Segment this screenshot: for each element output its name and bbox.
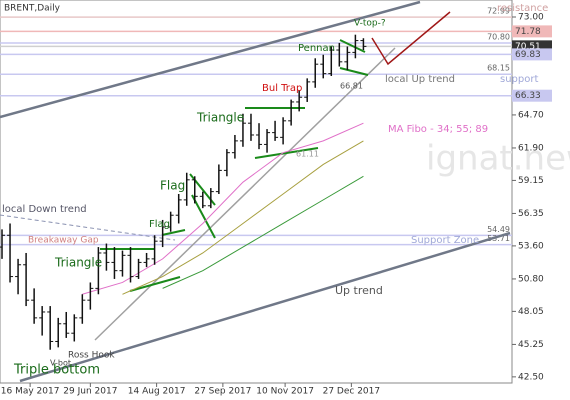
level-label: 70.80 [487, 32, 510, 41]
annotation: Pennan [298, 43, 335, 54]
y-tick-label: 45.25 [518, 340, 544, 350]
pattern-line [339, 39, 366, 53]
price-box [512, 25, 552, 38]
price-label: 70.51 [515, 42, 541, 52]
x-tick-label: 14 Aug 2017 [128, 387, 186, 397]
annotation: local Down trend [2, 204, 87, 215]
annotation: V-top-? [354, 19, 386, 29]
y-tick-label: 73.00 [518, 12, 544, 22]
price-label: 66.33 [515, 91, 541, 101]
price-label: 71.78 [515, 27, 541, 37]
level-label: 68.15 [487, 64, 510, 73]
y-tick-label: 42.50 [518, 372, 544, 382]
annotation: Ross Hook [68, 351, 115, 361]
annotation: resistance [497, 3, 548, 14]
legend-entry: MA Fibo - 34; 55; 89 [388, 124, 488, 135]
chart-title: BRENT,Daily [4, 4, 61, 14]
y-tick-label: 59.15 [518, 176, 544, 186]
annotation: 66.81 [340, 82, 363, 91]
y-tick-label: 61.90 [518, 143, 544, 153]
local-down-trend-line [0, 214, 176, 241]
forecast-line [371, 11, 451, 66]
annotation: Triple bottom [13, 363, 100, 378]
y-tick-label: 48.05 [518, 307, 544, 317]
annotation: Triangle [54, 256, 102, 270]
annotation: Breakaway Gap [28, 236, 99, 246]
x-tick-label: 10 Nov 2017 [256, 387, 314, 397]
x-tick-label: 16 May 2017 [1, 387, 60, 397]
level-label: 54.49 [487, 225, 510, 234]
pattern-lines [100, 39, 369, 292]
y-tick-label: 53.60 [518, 241, 544, 251]
pattern-line [129, 276, 181, 292]
x-tick-label: 29 Jun 2017 [63, 387, 117, 397]
annotation: Flag [160, 179, 185, 193]
ma-line [162, 175, 364, 289]
ma-line [82, 122, 364, 295]
annotation: Up trend [335, 284, 383, 297]
price-box [512, 48, 552, 61]
annotation: Support Zone [411, 235, 479, 246]
plot-frame [0, 0, 513, 384]
annotation: Triangle [196, 111, 244, 125]
price-label: 69.83 [515, 50, 541, 60]
level-label: 72.99 [487, 7, 510, 16]
pattern-line [191, 194, 216, 239]
pattern-line [254, 147, 319, 159]
price-box [512, 89, 552, 102]
annotation: Bul Trap [262, 83, 302, 94]
x-tick-label: 27 Sep 2017 [194, 387, 251, 397]
annotation: Flag [149, 219, 170, 230]
level-label: 53.71 [487, 234, 510, 243]
ma-line [122, 140, 364, 295]
annotation: V-bot [50, 359, 71, 368]
annotation: support [500, 74, 538, 85]
local-up-trend-line [94, 47, 396, 341]
up-trend-line [19, 231, 511, 383]
x-tick-label: 27 Dec 2017 [323, 387, 381, 397]
watermark: ignat.news [426, 139, 570, 179]
channel-line [0, 0, 421, 119]
annotation: local Up trend [385, 74, 455, 85]
y-tick-label: 50.80 [518, 274, 544, 284]
y-tick-label: 64.70 [518, 110, 544, 120]
pattern-line [339, 67, 369, 76]
annotation: 61.11 [296, 150, 319, 159]
pattern-line [161, 229, 186, 236]
y-tick-label: 56.35 [518, 209, 544, 219]
